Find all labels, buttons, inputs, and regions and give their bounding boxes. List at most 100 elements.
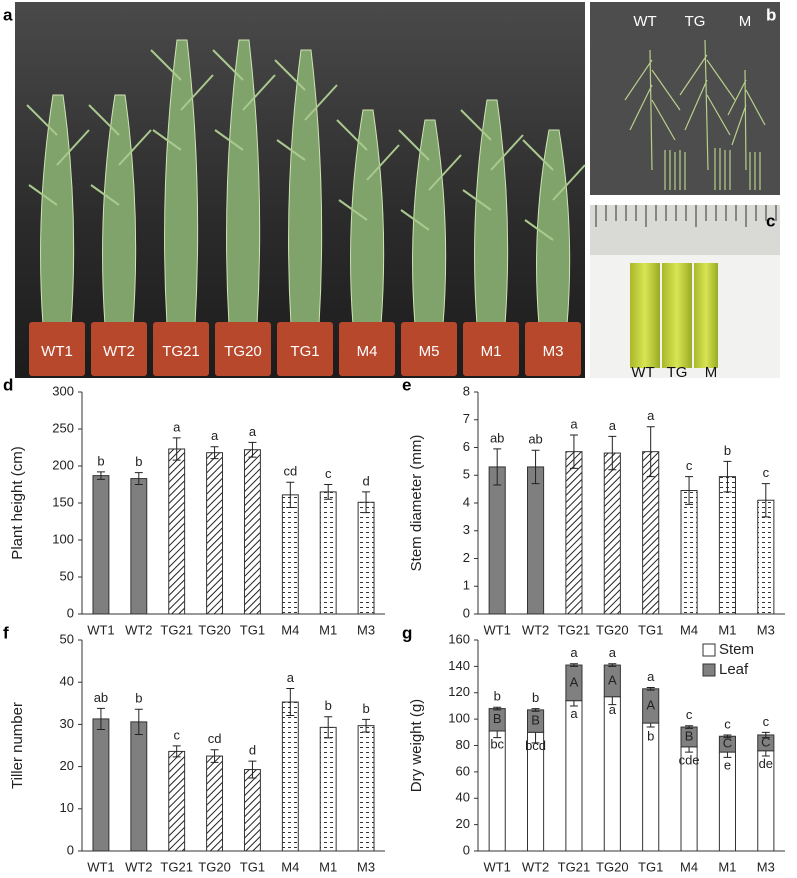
y-tick-label: 0 <box>463 605 470 620</box>
significance-label: B <box>493 711 502 726</box>
y-axis-title: Stem diameter (mm) <box>408 435 425 572</box>
significance-label: cd <box>208 731 222 746</box>
photo-label: M5 <box>419 343 440 360</box>
bar <box>357 501 375 615</box>
leaves <box>336 119 400 221</box>
error-bar <box>324 484 333 500</box>
plant <box>226 39 261 326</box>
bar <box>168 448 186 615</box>
photo-label: M3 <box>543 343 564 360</box>
x-tick-label: TG21 <box>160 622 193 637</box>
y-tick-label: 80 <box>456 737 470 752</box>
error-bar <box>96 707 105 730</box>
significance-label: ab <box>490 430 504 445</box>
stem-section <box>694 263 718 368</box>
error-bar <box>646 686 655 691</box>
error-bar <box>531 449 540 485</box>
error-bar <box>362 491 371 514</box>
x-tick-label: WT2 <box>125 859 152 874</box>
y-tick-label: 4 <box>463 494 470 509</box>
photo-label: WT2 <box>103 343 135 360</box>
y-tick-label: 30 <box>60 716 74 731</box>
pot <box>215 322 271 376</box>
significance-label: b <box>97 453 104 468</box>
error-bar <box>324 716 333 739</box>
photo-label: WT <box>633 13 656 30</box>
x-tick-label: WT1 <box>87 622 114 637</box>
y-tick-label: 120 <box>448 684 470 699</box>
significance-label: c <box>686 458 693 473</box>
significance-label: ab <box>94 690 108 705</box>
x-tick-label: M4 <box>281 622 299 637</box>
significance-label: e <box>724 758 731 773</box>
significance-label: b <box>135 454 142 469</box>
plant <box>40 94 75 326</box>
bar <box>718 476 736 615</box>
bar <box>281 701 299 852</box>
bar-segment <box>603 696 621 852</box>
y-tick-label: 300 <box>52 383 74 398</box>
significance-label: bcd <box>525 738 546 753</box>
plant <box>350 109 385 326</box>
y-tick-label: 150 <box>52 494 74 509</box>
photo-label: TG21 <box>162 343 200 360</box>
significance-label: A <box>608 672 617 687</box>
leaves <box>212 49 276 151</box>
x-tick-label: TG21 <box>558 622 591 637</box>
x-tick-label: M3 <box>757 622 775 637</box>
legend-label: Leaf <box>719 661 749 678</box>
significance-label: d <box>362 473 369 488</box>
x-tick-label: WT2 <box>522 622 549 637</box>
pot <box>525 322 581 376</box>
significance-label: c <box>686 707 693 722</box>
bar <box>319 726 337 852</box>
x-tick-label: M1 <box>718 622 736 637</box>
significance-label: A <box>646 697 655 712</box>
error-bar <box>685 725 694 729</box>
error-bar <box>134 708 143 736</box>
ruler <box>590 205 780 255</box>
significance-label: b <box>724 443 731 458</box>
photo-label: M4 <box>357 343 378 360</box>
x-tick-label: WT2 <box>522 859 549 874</box>
plant <box>536 129 571 326</box>
plants <box>26 39 586 376</box>
plant <box>102 94 137 326</box>
x-tick-label: M1 <box>319 859 337 874</box>
y-tick-label: 0 <box>67 605 74 620</box>
y-tick-label: 20 <box>456 816 470 831</box>
plant <box>474 99 509 326</box>
significance-label: C <box>761 734 770 749</box>
error-bar <box>761 731 770 739</box>
significance-label: cde <box>679 752 700 767</box>
y-tick-label: 40 <box>456 790 470 805</box>
significance-label: b <box>494 689 501 704</box>
error-bar <box>761 483 770 518</box>
significance-label: a <box>647 408 655 423</box>
y-tick-label: 140 <box>448 658 470 673</box>
panel-letter: b <box>766 5 776 24</box>
panel-letter: d <box>3 375 13 394</box>
leaves <box>522 139 586 241</box>
photo-label: TG <box>667 364 688 381</box>
significance-label: B <box>685 728 694 743</box>
error-bar <box>210 749 219 763</box>
y-tick-label: 100 <box>52 531 74 546</box>
significance-label: a <box>173 419 181 434</box>
legend-swatch <box>702 663 716 677</box>
error-bar <box>172 437 181 461</box>
significance-label: a <box>211 428 219 443</box>
bar-segment <box>565 700 583 852</box>
stem-section <box>630 263 660 368</box>
y-tick-label: 5 <box>463 467 470 482</box>
legend-swatch <box>702 643 716 657</box>
significance-label: bc <box>490 736 504 751</box>
bar <box>488 466 506 615</box>
error-bar <box>723 734 732 739</box>
panel-letter: c <box>766 211 775 230</box>
significance-label: b <box>362 701 369 716</box>
y-tick-label: 8 <box>463 383 470 398</box>
x-tick-label: M3 <box>357 622 375 637</box>
panel-letter: g <box>402 623 412 642</box>
